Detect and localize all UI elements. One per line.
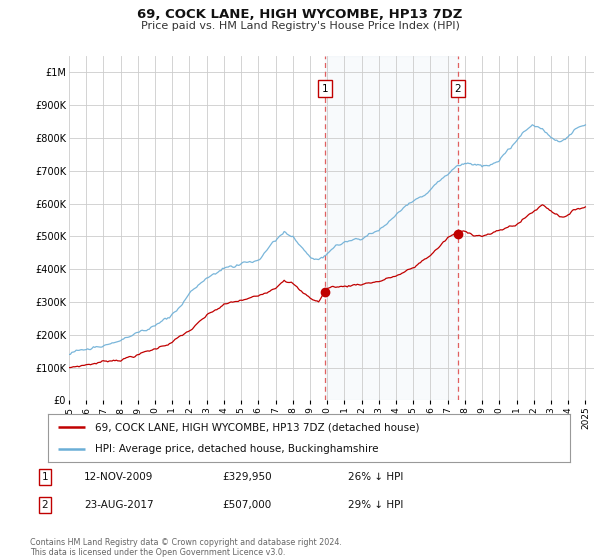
Text: 29% ↓ HPI: 29% ↓ HPI: [348, 500, 403, 510]
Text: Price paid vs. HM Land Registry's House Price Index (HPI): Price paid vs. HM Land Registry's House …: [140, 21, 460, 31]
Text: Contains HM Land Registry data © Crown copyright and database right 2024.
This d: Contains HM Land Registry data © Crown c…: [30, 538, 342, 557]
Text: 2: 2: [41, 500, 49, 510]
Text: 23-AUG-2017: 23-AUG-2017: [84, 500, 154, 510]
Text: 12-NOV-2009: 12-NOV-2009: [84, 472, 154, 482]
Text: 26% ↓ HPI: 26% ↓ HPI: [348, 472, 403, 482]
Text: £507,000: £507,000: [222, 500, 271, 510]
Text: 1: 1: [322, 84, 328, 94]
Text: 1: 1: [41, 472, 49, 482]
Text: 69, COCK LANE, HIGH WYCOMBE, HP13 7DZ: 69, COCK LANE, HIGH WYCOMBE, HP13 7DZ: [137, 8, 463, 21]
Text: HPI: Average price, detached house, Buckinghamshire: HPI: Average price, detached house, Buck…: [95, 444, 379, 454]
Text: £329,950: £329,950: [222, 472, 272, 482]
Text: 2: 2: [454, 84, 461, 94]
Text: 69, COCK LANE, HIGH WYCOMBE, HP13 7DZ (detached house): 69, COCK LANE, HIGH WYCOMBE, HP13 7DZ (d…: [95, 422, 419, 432]
Bar: [325, 56, 458, 400]
